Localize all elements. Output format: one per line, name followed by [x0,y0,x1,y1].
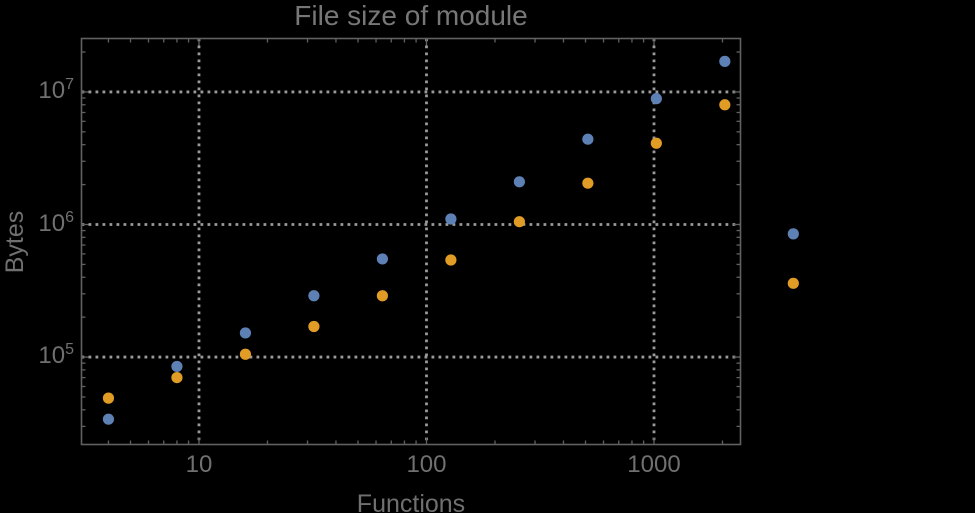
data-point-blue-x512 [582,133,594,145]
data-point-orange-x2048 [719,99,731,111]
x-axis-label: Functions [356,490,466,513]
x-tick-label-1000: 1000 [627,451,681,478]
data-point-blue-x1024 [650,93,662,105]
data-point-blue-x256 [513,176,525,188]
data-point-orange-x16 [239,348,252,360]
data-point-orange-x4 [102,392,115,404]
data-point-blue-x8 [171,360,183,373]
y-tick-label-1e7: 107 [38,75,74,104]
data-point-orange-x1024 [650,137,662,149]
x-tick-label-100: 100 [406,451,447,478]
data-point-orange-x64 [376,290,388,302]
data-point-blue-x128 [445,213,457,225]
data-point-blue-x4 [102,413,115,425]
data-point-orange-x4096 [787,277,799,289]
data-point-blue-x2048 [719,55,731,67]
data-point-orange-x512 [582,177,594,189]
data-point-blue-x16 [239,327,252,339]
data-point-orange-x32 [308,320,320,333]
data-point-blue-x4096 [787,228,799,240]
chart-title: File size of module [294,0,528,31]
y-tick-label-1e5: 105 [38,341,74,370]
y-tick-label-1e6: 106 [38,208,74,237]
data-point-orange-x256 [513,216,525,228]
data-point-orange-x8 [171,372,183,384]
plot-frame [80,37,742,446]
x-tick-label-10: 10 [185,451,213,478]
data-point-orange-x128 [445,254,457,266]
data-point-blue-x32 [308,290,320,302]
data-point-blue-x64 [376,253,388,265]
